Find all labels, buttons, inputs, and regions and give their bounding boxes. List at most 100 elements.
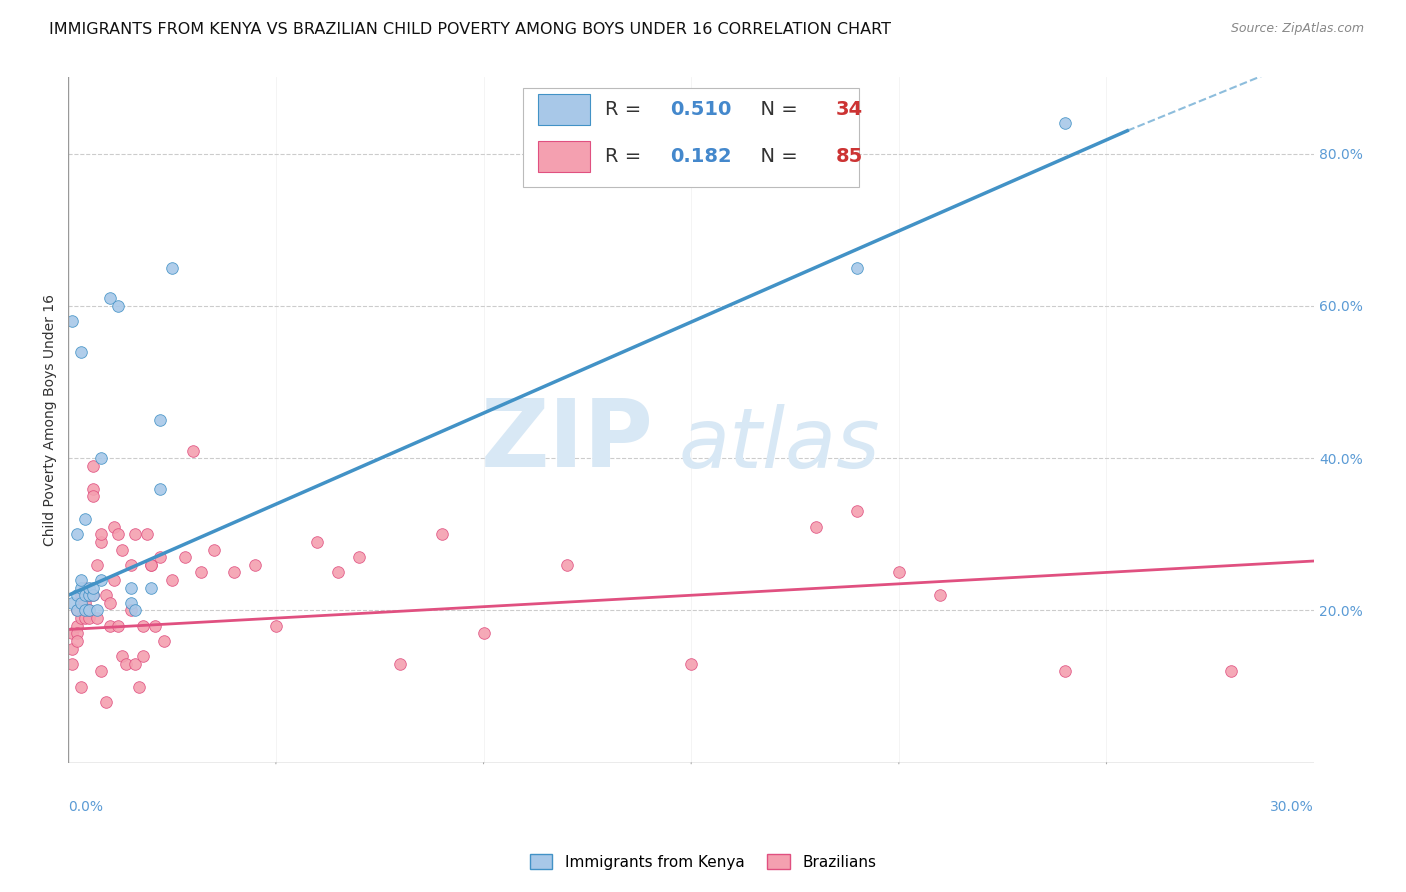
Point [307, 535, 329, 549]
Point [1220, 665, 1243, 679]
Point [887, 566, 910, 580]
Point [124, 527, 146, 541]
Point [73, 588, 96, 602]
Point [136, 527, 159, 541]
Point [190, 566, 212, 580]
Point [120, 558, 142, 572]
Point [77, 588, 100, 602]
Point [90, 535, 112, 549]
Point [77, 611, 100, 625]
Point [77, 603, 100, 617]
Point [107, 299, 129, 313]
Point [73, 512, 96, 526]
Text: 0.510: 0.510 [671, 100, 731, 120]
Point [111, 542, 134, 557]
Text: 34: 34 [835, 100, 863, 120]
Point [128, 680, 150, 694]
Point [141, 558, 163, 572]
Point [73, 596, 96, 610]
Y-axis label: Child Poverty Among Boys Under 16: Child Poverty Among Boys Under 16 [44, 294, 58, 546]
FancyBboxPatch shape [538, 141, 591, 171]
Point [65, 626, 87, 640]
Text: 0.0%: 0.0% [69, 800, 103, 814]
Point [224, 566, 246, 580]
Point [846, 504, 869, 518]
Point [98, 618, 121, 632]
Point [681, 657, 703, 671]
Point [77, 588, 100, 602]
Point [124, 657, 146, 671]
Point [1053, 665, 1076, 679]
Text: R =: R = [605, 100, 648, 120]
Text: R =: R = [605, 147, 648, 166]
Point [347, 550, 370, 565]
Point [555, 558, 578, 572]
Point [141, 558, 163, 572]
Point [152, 634, 174, 648]
Point [73, 581, 96, 595]
Text: 0.182: 0.182 [671, 147, 731, 166]
Point [69, 588, 91, 602]
Point [77, 581, 100, 595]
Point [132, 618, 155, 632]
Point [60, 626, 83, 640]
Point [94, 695, 117, 709]
Point [1053, 116, 1076, 130]
Text: 85: 85 [835, 147, 863, 166]
Point [73, 611, 96, 625]
Point [82, 482, 104, 496]
Text: IMMIGRANTS FROM KENYA VS BRAZILIAN CHILD POVERTY AMONG BOYS UNDER 16 CORRELATION: IMMIGRANTS FROM KENYA VS BRAZILIAN CHILD… [49, 22, 891, 37]
Text: ZIP: ZIP [481, 394, 654, 487]
Point [328, 566, 350, 580]
Point [124, 603, 146, 617]
Point [69, 680, 91, 694]
Point [73, 603, 96, 617]
Point [65, 603, 87, 617]
Point [65, 588, 87, 602]
Point [149, 413, 172, 427]
Point [103, 519, 125, 533]
Point [82, 489, 104, 503]
Point [69, 611, 91, 625]
Point [120, 596, 142, 610]
Point [264, 618, 287, 632]
Point [181, 443, 204, 458]
Point [90, 527, 112, 541]
Point [65, 603, 87, 617]
Point [98, 596, 121, 610]
Point [115, 657, 138, 671]
Point [69, 344, 91, 359]
Point [69, 596, 91, 610]
Point [69, 596, 91, 610]
Point [82, 588, 104, 602]
Point [73, 603, 96, 617]
Point [145, 618, 167, 632]
Point [86, 558, 108, 572]
FancyBboxPatch shape [523, 87, 859, 187]
Point [929, 588, 952, 602]
Point [65, 618, 87, 632]
Legend: Immigrants from Kenya, Brazilians: Immigrants from Kenya, Brazilians [522, 847, 884, 877]
Point [60, 657, 83, 671]
Text: 30.0%: 30.0% [1271, 800, 1315, 814]
Text: atlas: atlas [679, 403, 880, 484]
Point [82, 458, 104, 473]
Point [82, 588, 104, 602]
Point [86, 611, 108, 625]
Point [60, 314, 83, 328]
Point [69, 573, 91, 587]
Point [90, 451, 112, 466]
Point [60, 596, 83, 610]
Point [141, 581, 163, 595]
Point [103, 573, 125, 587]
Point [160, 260, 183, 275]
Point [98, 291, 121, 305]
Point [173, 550, 195, 565]
Point [120, 581, 142, 595]
Point [430, 527, 453, 541]
Point [160, 573, 183, 587]
Point [77, 603, 100, 617]
Point [111, 649, 134, 664]
Point [60, 641, 83, 656]
Text: N =: N = [748, 147, 804, 166]
